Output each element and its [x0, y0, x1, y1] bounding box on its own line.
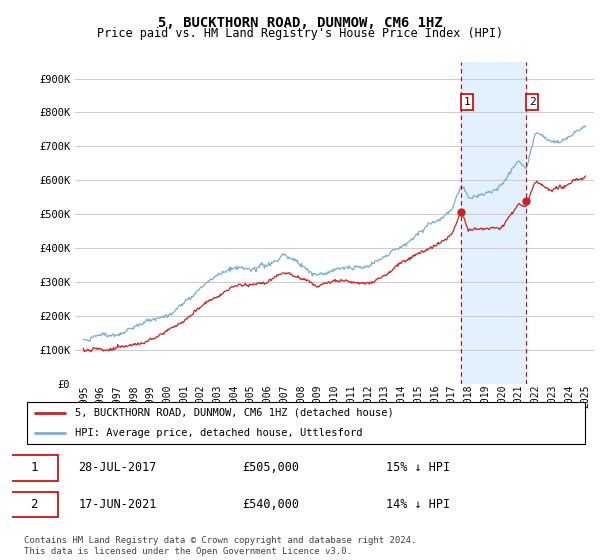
FancyBboxPatch shape	[27, 402, 585, 444]
Text: £505,000: £505,000	[242, 461, 299, 474]
Text: 5, BUCKTHORN ROAD, DUNMOW, CM6 1HZ (detached house): 5, BUCKTHORN ROAD, DUNMOW, CM6 1HZ (deta…	[75, 408, 394, 418]
Text: Price paid vs. HM Land Registry's House Price Index (HPI): Price paid vs. HM Land Registry's House …	[97, 27, 503, 40]
Text: 2: 2	[529, 97, 536, 108]
Text: 17-JUN-2021: 17-JUN-2021	[78, 498, 157, 511]
FancyBboxPatch shape	[9, 455, 58, 480]
Text: 2: 2	[30, 498, 38, 511]
Text: HPI: Average price, detached house, Uttlesford: HPI: Average price, detached house, Uttl…	[75, 428, 362, 438]
FancyBboxPatch shape	[9, 492, 58, 517]
Text: 14% ↓ HPI: 14% ↓ HPI	[386, 498, 451, 511]
Text: 1: 1	[30, 461, 38, 474]
Text: 28-JUL-2017: 28-JUL-2017	[78, 461, 157, 474]
Text: 1: 1	[464, 97, 470, 108]
Text: 5, BUCKTHORN ROAD, DUNMOW, CM6 1HZ: 5, BUCKTHORN ROAD, DUNMOW, CM6 1HZ	[158, 16, 442, 30]
Text: 15% ↓ HPI: 15% ↓ HPI	[386, 461, 451, 474]
Bar	[461, 62, 526, 384]
Text: Contains HM Land Registry data © Crown copyright and database right 2024.
This d: Contains HM Land Registry data © Crown c…	[24, 536, 416, 556]
Text: £540,000: £540,000	[242, 498, 299, 511]
